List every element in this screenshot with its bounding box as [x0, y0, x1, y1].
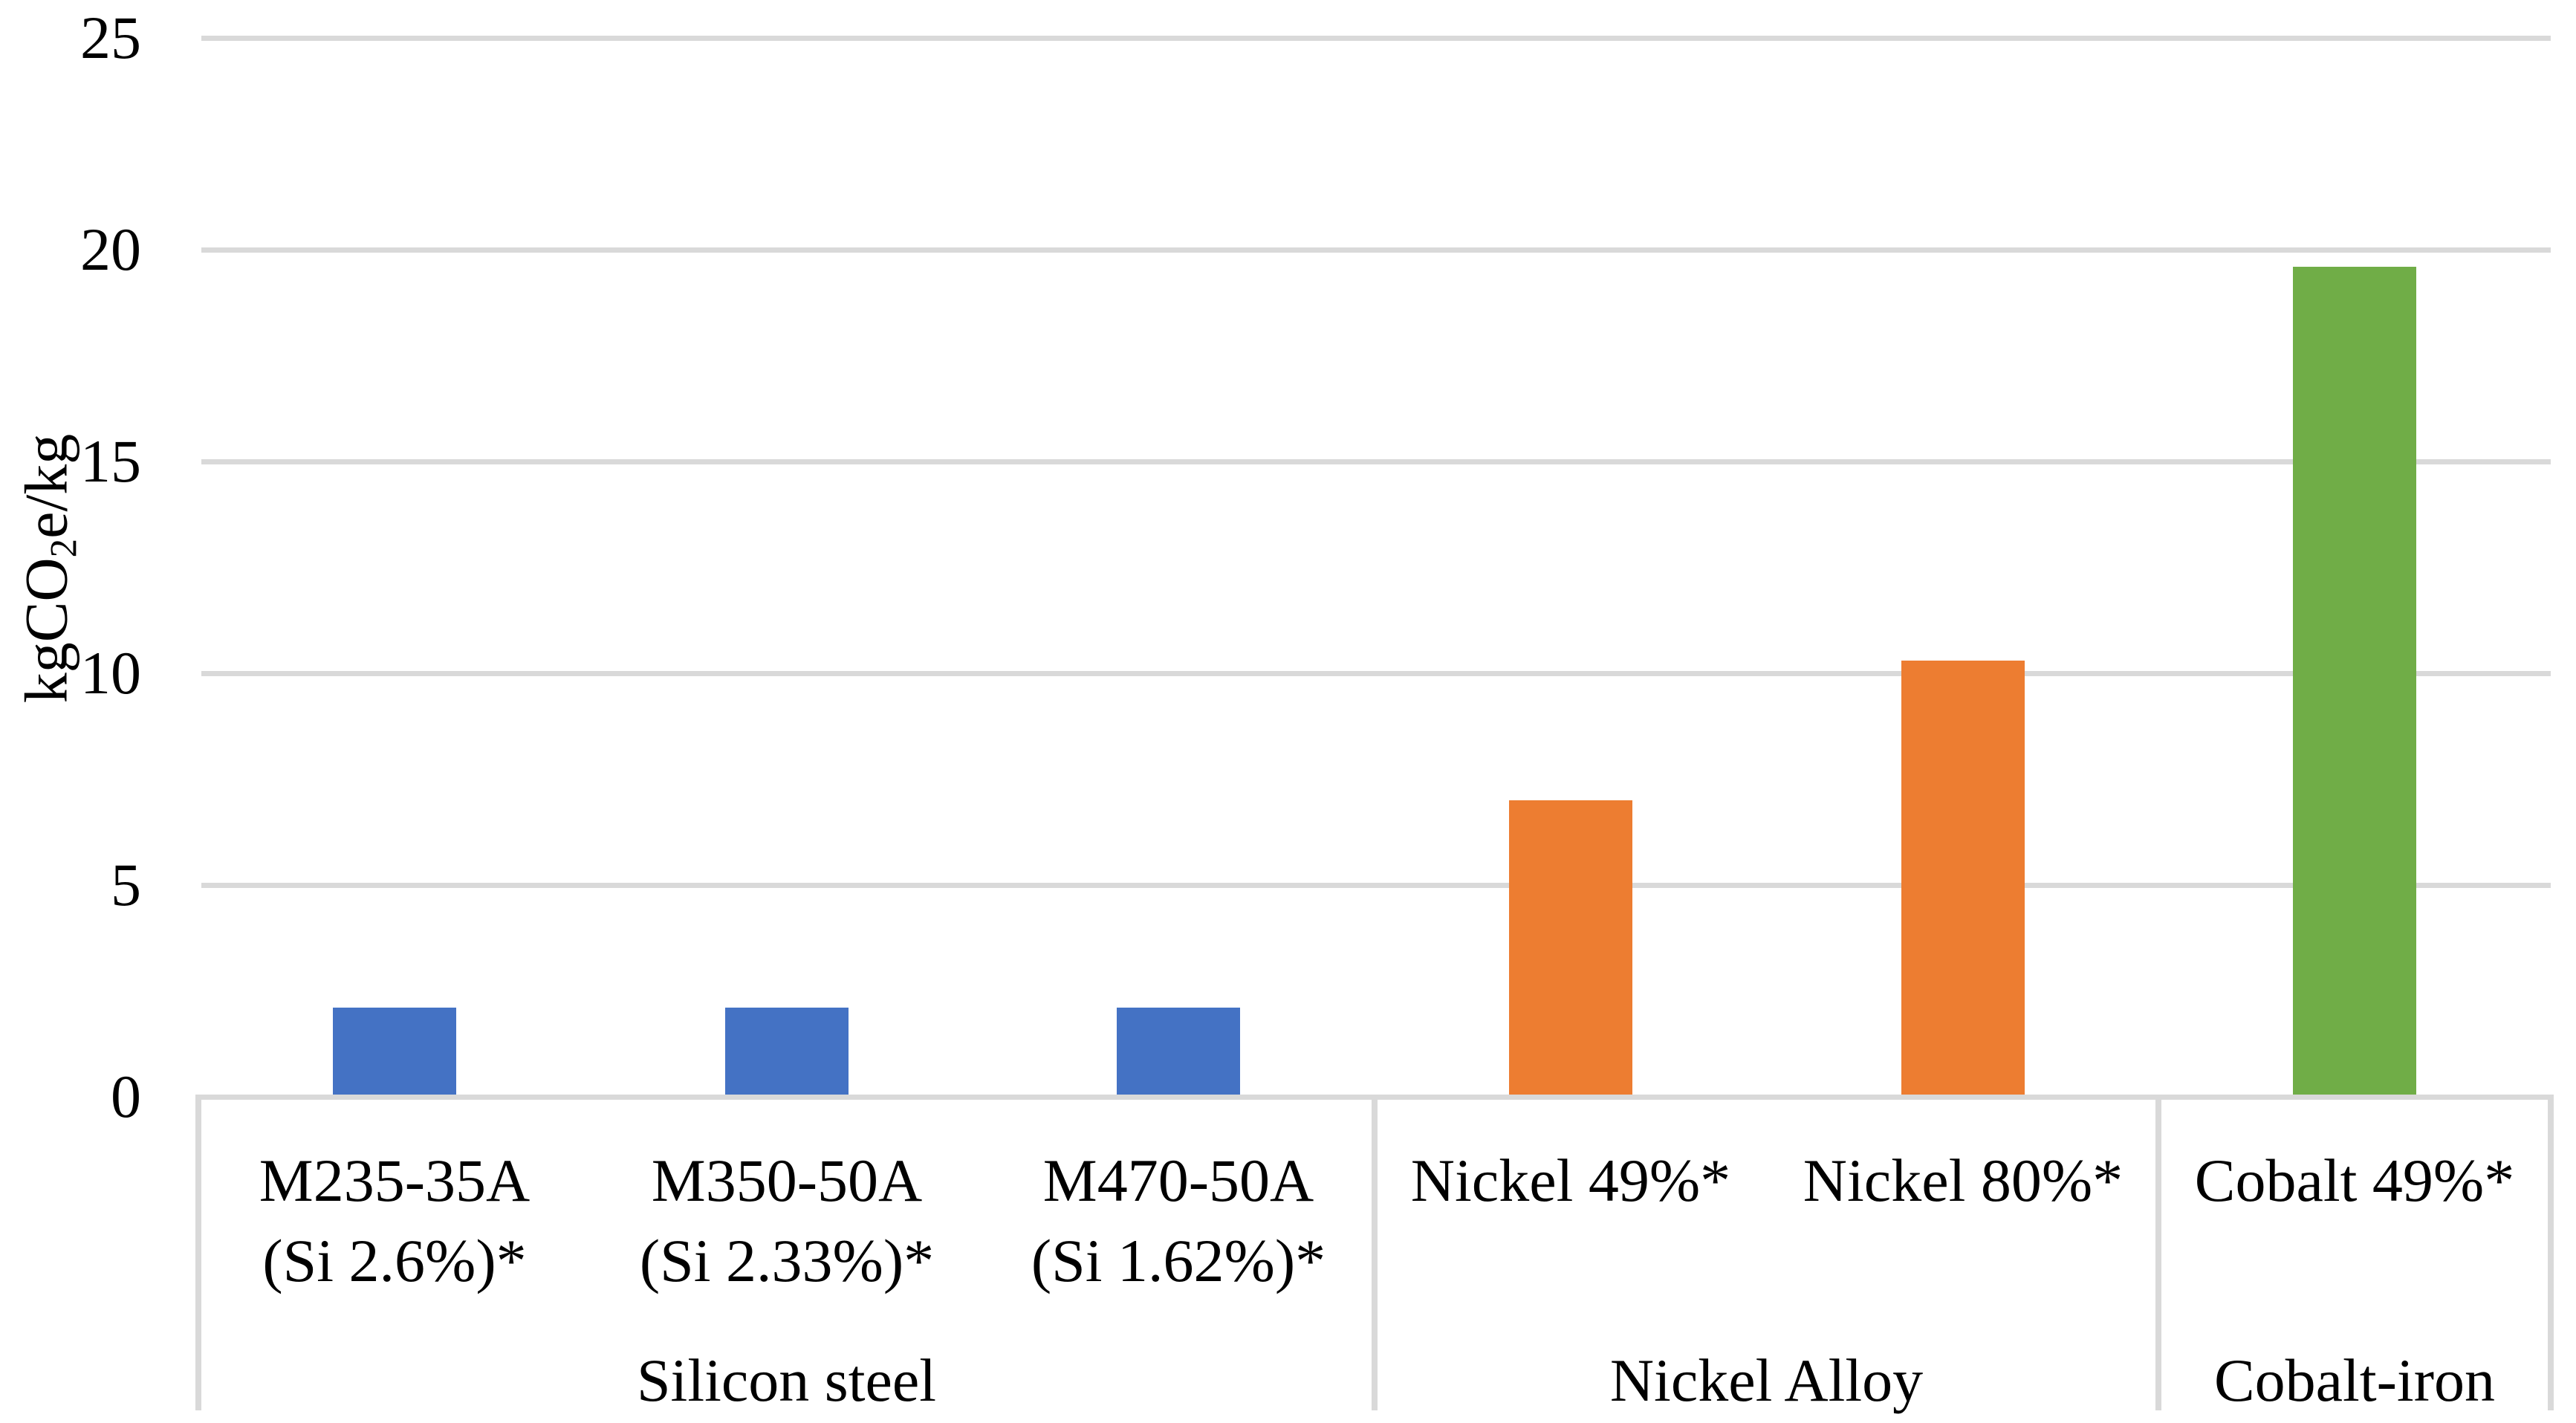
category-label-nickel-80: Nickel 80%*: [1803, 1147, 2124, 1214]
category-group-divider: [2155, 1095, 2161, 1410]
category-table-left-border: [195, 1095, 201, 1410]
gridline-y10: [201, 671, 2551, 676]
category-label-nickel-49: Nickel 49%*: [1410, 1147, 1731, 1214]
group-label-cobalt-iron: Cobalt-iron: [2213, 1346, 2496, 1414]
bar-cobalt-49: [2293, 267, 2416, 1097]
category-label-m470-50a: M470-50A (Si 1.62%)*: [1031, 1147, 1326, 1294]
bar-nickel-80: [1901, 661, 2025, 1097]
category-group-divider: [1372, 1095, 1378, 1410]
gridline-y20: [201, 247, 2551, 253]
y-tick-label-5: 5: [111, 851, 141, 918]
group-label-nickel-alloy: Nickel Alloy: [1609, 1346, 1924, 1414]
category-label-m350-50a: M350-50A (Si 2.33%)*: [639, 1147, 935, 1294]
bar-m350-50a: [725, 1008, 849, 1097]
gridline-y15: [201, 459, 2551, 464]
category-label-cobalt-49: Cobalt 49%*: [2194, 1147, 2515, 1214]
group-label-silicon-steel: Silicon steel: [636, 1346, 937, 1414]
category-table-right-border: [2548, 1095, 2554, 1410]
y-tick-label-20: 20: [80, 215, 141, 283]
gridline-y5: [201, 883, 2551, 888]
y-tick-label-10: 10: [80, 639, 141, 707]
bar-m470-50a: [1117, 1008, 1240, 1097]
bar-nickel-49: [1509, 800, 1632, 1097]
y-axis-title-subscript: 2: [42, 538, 85, 558]
y-tick-label-25: 25: [80, 4, 141, 71]
gridline-y25: [201, 36, 2551, 41]
y-tick-label-0: 0: [111, 1063, 141, 1130]
bar-m235-35a: [333, 1008, 456, 1097]
y-tick-label-15: 15: [80, 427, 141, 495]
category-label-m235-35a: M235-35A (Si 2.6%)*: [259, 1147, 531, 1294]
